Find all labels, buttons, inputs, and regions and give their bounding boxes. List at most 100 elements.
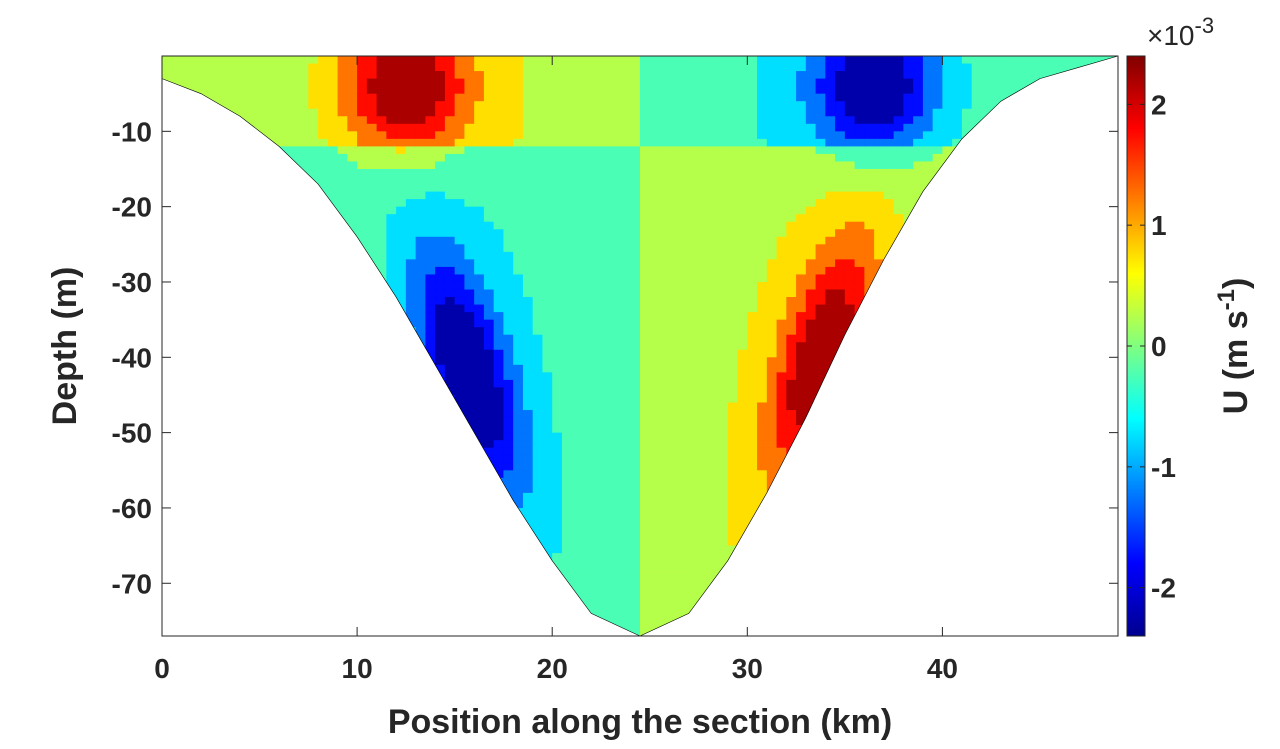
field-cell	[591, 63, 602, 72]
field-cell	[230, 101, 241, 110]
field-cell	[552, 214, 563, 223]
field-cell	[571, 116, 583, 125]
field-cell	[327, 184, 339, 193]
field-cell	[415, 101, 426, 110]
field-cell	[581, 289, 592, 298]
field-cell	[620, 387, 631, 396]
field-cell	[571, 56, 583, 65]
field-cell	[727, 447, 739, 456]
field-cell	[786, 372, 797, 381]
field-cell	[581, 379, 592, 389]
field-cell	[591, 507, 602, 517]
field-cell	[298, 123, 309, 132]
field-cell	[454, 161, 466, 170]
field-cell	[288, 146, 300, 155]
field-cell	[669, 312, 680, 321]
field-cell	[640, 176, 651, 185]
field-cell	[620, 605, 631, 615]
field-cell	[688, 560, 700, 569]
field-cell	[757, 63, 768, 72]
field-cell	[669, 500, 680, 509]
field-cell	[640, 274, 651, 283]
field-cell	[435, 229, 446, 238]
field-cell	[474, 116, 485, 125]
field-cell	[425, 334, 436, 343]
field-cell	[522, 364, 534, 373]
field-cell	[249, 56, 261, 65]
field-cell	[718, 71, 729, 80]
field-cell	[513, 364, 524, 373]
field-cell	[649, 462, 661, 471]
field-cell	[522, 515, 534, 524]
field-cell	[737, 281, 748, 291]
field-cell	[688, 372, 700, 381]
field-cell	[483, 417, 495, 426]
field-cell	[737, 485, 748, 494]
field-cell	[561, 327, 573, 336]
field-cell	[669, 485, 680, 494]
field-cell	[483, 86, 495, 95]
field-cell	[376, 251, 387, 260]
field-cell	[435, 281, 446, 291]
field-cell	[415, 229, 426, 238]
field-cell	[474, 251, 485, 260]
field-cell	[308, 161, 319, 170]
field-cell	[532, 168, 544, 178]
field-cell	[483, 319, 495, 328]
field-cell	[757, 432, 768, 441]
field-cell	[747, 485, 758, 494]
field-cell	[308, 116, 319, 125]
field-cell	[640, 628, 651, 636]
field-cell	[747, 221, 758, 230]
field-cell	[776, 153, 787, 163]
field-cell	[776, 349, 787, 358]
field-cell	[688, 123, 700, 132]
field-cell	[298, 63, 309, 72]
field-cell	[688, 462, 700, 471]
field-cell	[659, 108, 670, 117]
field-cell	[649, 86, 661, 95]
field-cell	[571, 387, 583, 396]
field-cell	[591, 485, 602, 494]
field-cell	[357, 101, 368, 110]
field-cell	[630, 78, 641, 87]
field-cell	[327, 71, 339, 80]
field-cell	[640, 116, 651, 125]
field-cell	[405, 153, 417, 163]
field-cell	[630, 304, 641, 313]
field-cell	[688, 492, 700, 502]
field-cell	[600, 236, 612, 245]
field-cell	[620, 319, 631, 328]
field-cell	[757, 176, 768, 185]
field-cell	[347, 153, 358, 163]
field-cell	[610, 379, 622, 389]
field-cell	[532, 297, 544, 306]
field-cell	[679, 71, 690, 80]
field-cell	[747, 86, 758, 95]
field-cell	[600, 598, 612, 607]
field-cell	[591, 161, 602, 170]
field-cell	[591, 357, 602, 366]
field-cell	[600, 56, 612, 65]
field-cell	[298, 116, 309, 125]
field-cell	[718, 492, 729, 502]
field-cell	[191, 78, 202, 87]
field-cell	[279, 123, 290, 132]
field-cell	[503, 266, 514, 276]
field-cell	[659, 312, 670, 321]
field-cell	[747, 500, 758, 509]
field-cell	[435, 251, 446, 260]
field-cell	[503, 440, 514, 449]
field-cell	[561, 334, 573, 343]
field-cell	[552, 410, 563, 419]
field-cell	[591, 440, 602, 449]
field-cell	[630, 131, 641, 140]
field-cell	[669, 583, 680, 592]
field-cell	[669, 161, 680, 170]
field-cell	[581, 425, 592, 434]
field-cell	[298, 161, 309, 170]
field-cell	[718, 146, 729, 155]
field-cell	[513, 236, 524, 245]
field-cell	[698, 229, 709, 238]
field-cell	[581, 507, 592, 517]
